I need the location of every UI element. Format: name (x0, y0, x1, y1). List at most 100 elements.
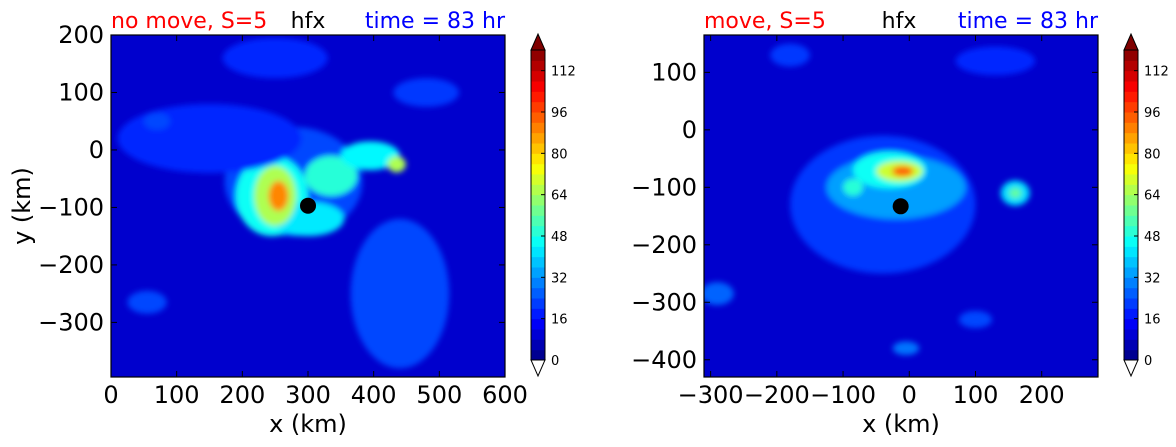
colorbar-segment (1124, 246, 1138, 258)
colorbar-tick-label: 64 (1144, 189, 1161, 204)
colorbar-segment (1124, 81, 1138, 92)
colorbar-segment (1124, 205, 1138, 216)
colorbar-segment (531, 132, 545, 144)
colorbar-segment (1124, 225, 1138, 237)
x-tick-label: 200 (1019, 381, 1065, 409)
colorbar-segment (531, 287, 545, 299)
flux-feature (127, 290, 167, 314)
colorbar-segment (531, 318, 545, 330)
colorbar-tick-label: 112 (1144, 65, 1169, 80)
colorbar-tick-label: 0 (1144, 354, 1152, 369)
colorbar-tick-label: 112 (551, 65, 576, 80)
colorbar-segment (1124, 339, 1138, 351)
y-tick-label: −100 (631, 173, 697, 201)
y-tick-label: −100 (38, 193, 104, 221)
y-tick-label: −200 (631, 231, 697, 259)
colorbar-tick-label: 80 (1144, 147, 1161, 162)
flux-feature (958, 310, 993, 329)
y-tick-marks: 100 0 −100 −200 −300 −400 (631, 58, 1098, 374)
colorbar-segment (1124, 122, 1138, 134)
colorbar-segment (531, 236, 545, 247)
y-tick-label: 0 (682, 116, 697, 144)
colorbar-segment (531, 225, 545, 237)
colorbar-segment (531, 215, 545, 227)
flux-feature (304, 155, 358, 196)
colorbar-segment (1124, 236, 1138, 247)
colorbar-segment (531, 308, 545, 320)
colorbar-segment (1124, 70, 1138, 82)
colorbar-segment (531, 91, 545, 103)
colorbar-segment (1124, 256, 1138, 268)
y-axis-label: y (km) (8, 167, 36, 245)
colorbar-segment (531, 298, 545, 309)
panel-move: −300 −200 −100 0 100 200 1000−100−200−300−400… (631, 9, 1169, 438)
y-tick-label: 100 (651, 58, 697, 86)
flux-feature (892, 166, 914, 177)
colorbar-segment (1124, 267, 1138, 278)
x-axis-label: x (km) (862, 410, 940, 438)
x-tick-label: 300 (285, 381, 331, 409)
x-tick-label: 0 (103, 381, 118, 409)
x-axis-label: x (km) (269, 410, 347, 438)
colorbar-segment (1124, 277, 1138, 289)
flux-feature (387, 156, 406, 173)
colorbar-tick-label: 48 (551, 230, 568, 245)
heat-flux-field (117, 37, 460, 369)
colorbar-segment (531, 163, 545, 175)
colorbar-frame (1123, 49, 1139, 361)
x-tick-label: −300 (678, 381, 744, 409)
colorbar-extend-max (1123, 32, 1139, 51)
title-center: hfx (291, 9, 326, 34)
colorbar-segment (531, 349, 545, 361)
plot-frame (703, 34, 1099, 378)
flux-feature (350, 218, 450, 369)
colorbar-tick-label: 80 (551, 147, 568, 162)
colorbar-segment (531, 122, 545, 134)
colorbar-tick-label: 16 (1144, 313, 1161, 328)
colorbar-segment (531, 277, 545, 289)
colorbar-extend-min (530, 359, 546, 378)
colorbar-segment (531, 174, 545, 185)
colorbar-segment (531, 60, 545, 72)
flux-feature (393, 78, 460, 107)
colorbar-segment (531, 70, 545, 82)
colorbar-tick-label: 32 (1144, 271, 1161, 286)
colorbar-extend-min (1123, 359, 1139, 378)
colorbar-tick-label: 16 (551, 313, 568, 328)
colorbar-segment (1124, 50, 1138, 61)
title-center: hfx (882, 9, 917, 34)
colorbar-tick-label: 96 (1144, 106, 1161, 121)
x-tick-label: 0 (902, 381, 917, 409)
flux-feature (843, 178, 863, 196)
flux-feature (268, 180, 289, 211)
y-tick-label: 0 (89, 136, 104, 164)
colorbar-segment (1124, 308, 1138, 320)
flux-feature (143, 112, 171, 130)
colorbar-segment (531, 246, 545, 258)
colorbar-segment (1124, 318, 1138, 330)
colorbar-segment (531, 339, 545, 351)
colorbar-segment (531, 112, 545, 123)
x-tick-label: 100 (154, 381, 200, 409)
storm-center-marker (300, 197, 316, 214)
x-tick-label: 200 (219, 381, 265, 409)
x-tick-label: −100 (810, 381, 876, 409)
colorbar-segment (531, 184, 545, 196)
x-tick-label: 400 (351, 381, 397, 409)
colorbar-segment (1124, 143, 1138, 154)
flux-feature (117, 103, 302, 173)
colorbar-segment (531, 329, 545, 340)
colorbar-segment (1124, 194, 1138, 206)
x-tick-marks: −300 −200 −100 0 100 200 (678, 35, 1065, 409)
colorbar-tick-label: 48 (1144, 230, 1161, 245)
colorbar-segment (1124, 60, 1138, 72)
colorbar-segment (531, 267, 545, 278)
panel-no-move: 0 100 200 300 400 500 600 2001000−100−200−300 … (8, 9, 576, 438)
colorbar-segment (1124, 215, 1138, 227)
colorbar-tick-label: 64 (551, 189, 568, 204)
x-tick-marks: 0 100 200 300 400 500 600 (103, 35, 528, 409)
title-right: time = 83 hr (958, 9, 1099, 34)
title-right: time = 83 hr (365, 9, 506, 34)
y-tick-label: −300 (38, 308, 104, 336)
